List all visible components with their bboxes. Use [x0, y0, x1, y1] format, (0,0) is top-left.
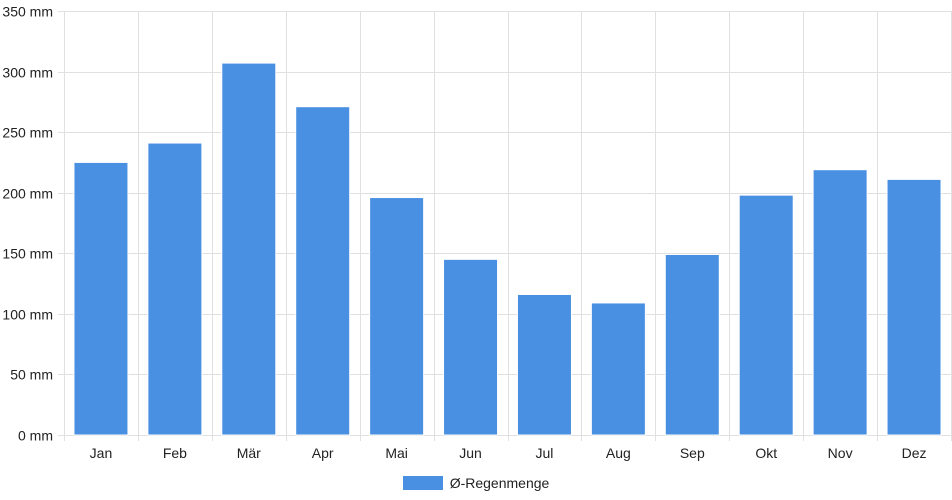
- x-tick-label: Okt: [755, 445, 777, 461]
- x-tick-label: Feb: [163, 445, 187, 461]
- x-tick-label: Apr: [312, 445, 334, 461]
- x-tick-label: Sep: [680, 445, 705, 461]
- y-tick-label: 0 mm: [18, 428, 53, 444]
- x-tick-label: Jun: [459, 445, 482, 461]
- y-tick-label: 350 mm: [2, 4, 53, 20]
- bar-okt[interactable]: [738, 194, 794, 436]
- x-tick-label: Aug: [606, 445, 631, 461]
- x-tick-label: Mai: [385, 445, 408, 461]
- bar-feb[interactable]: [147, 142, 203, 436]
- bar-dez[interactable]: [886, 178, 942, 436]
- x-tick-label: Mär: [237, 445, 261, 461]
- bar-nov[interactable]: [812, 169, 868, 436]
- chart-bars: [73, 62, 942, 436]
- bar-aug[interactable]: [590, 302, 646, 436]
- y-tick-label: 150 mm: [2, 246, 53, 262]
- y-axis-labels: 0 mm 50 mm 100 mm 150 mm 200 mm 250 mm 300 mm 3…: [2, 4, 53, 444]
- y-tick-label: 200 mm: [2, 186, 53, 202]
- x-tick-label: Nov: [828, 445, 853, 461]
- chart-grid: [58, 11, 952, 441]
- legend-item[interactable]: Ø-Regenmenge: [402, 475, 550, 491]
- legend-swatch: [402, 476, 443, 490]
- bar-jan[interactable]: [73, 161, 129, 436]
- bar-apr[interactable]: [295, 106, 351, 436]
- y-tick-label: 100 mm: [2, 307, 53, 323]
- chart-legend: Ø-Regenmenge: [0, 472, 952, 494]
- bar-jun[interactable]: [443, 258, 499, 436]
- x-tick-label: Jul: [536, 445, 554, 461]
- bar-jul[interactable]: [516, 293, 572, 436]
- x-axis-labels: Jan Feb Mär Apr Mai Jun Jul Aug Sep Okt Nov Dez: [90, 445, 927, 461]
- bar-sep[interactable]: [664, 253, 720, 436]
- bar-mai[interactable]: [369, 197, 425, 436]
- y-tick-label: 250 mm: [2, 125, 53, 141]
- y-tick-label: 300 mm: [2, 65, 53, 81]
- legend-label: Ø-Regenmenge: [449, 475, 550, 491]
- x-tick-label: Dez: [902, 445, 927, 461]
- bar-mär[interactable]: [221, 62, 277, 436]
- x-tick-label: Jan: [90, 445, 113, 461]
- y-tick-label: 50 mm: [10, 367, 53, 383]
